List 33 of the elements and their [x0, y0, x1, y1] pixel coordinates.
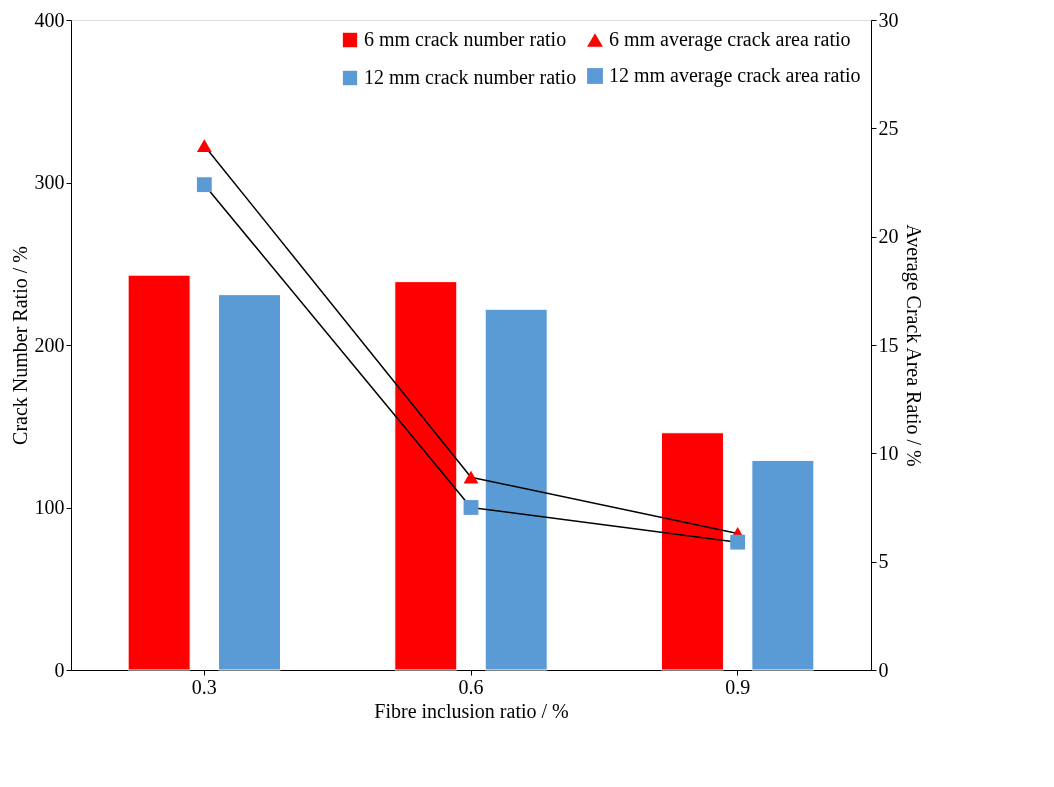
y2-axis-title: Average Crack Area Ratio / % [901, 224, 925, 467]
point [463, 500, 479, 515]
y-tick-label: 400 [34, 8, 65, 31]
y2-tick-label: 20 [878, 225, 899, 248]
y2-tick-label: 0 [878, 658, 889, 681]
bar [394, 281, 458, 671]
legend-label: 6 mm average crack area ratio [609, 28, 851, 51]
bar [751, 459, 815, 671]
legend-label: 6 mm crack number ratio [364, 28, 567, 50]
x-tick-label: 0.3 [191, 675, 217, 698]
x-tick-label: 0.9 [725, 675, 751, 698]
point [463, 470, 479, 484]
y-tick-label: 100 [34, 496, 65, 518]
y2-tick-label: 15 [878, 333, 899, 356]
point [196, 177, 212, 193]
bar [218, 294, 282, 671]
y-tick-label: 0 [54, 658, 65, 681]
y2-tick-label: 25 [878, 116, 899, 139]
bar [660, 432, 724, 671]
y-axis-title: Crack Number Ratio / % [8, 246, 31, 445]
point [196, 139, 212, 153]
point [730, 534, 746, 550]
y2-tick-label: 5 [878, 550, 889, 573]
y2-tick-label: 10 [878, 441, 899, 464]
x-axis-title: Fibre inclusion ratio / % [374, 699, 569, 722]
y2-tick-label: 30 [878, 8, 899, 31]
y-tick-label: 300 [34, 171, 65, 193]
x-tick-label: 0.6 [458, 675, 484, 698]
bar [484, 308, 548, 671]
y-tick-label: 200 [34, 333, 65, 356]
legend-label: 12 mm crack number ratio [364, 66, 577, 88]
legend-label: 12 mm average crack area ratio [609, 64, 861, 87]
bar [127, 274, 191, 671]
